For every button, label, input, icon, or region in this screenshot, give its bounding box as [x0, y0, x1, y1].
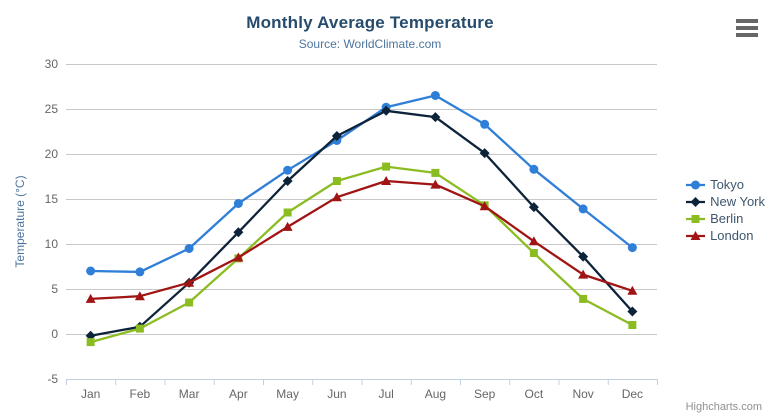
point-tokyo[interactable] [283, 165, 293, 175]
point-berlin[interactable] [431, 168, 440, 177]
chart-subtitle: Source: WorldClimate.com [298, 37, 442, 51]
point-new-york[interactable] [381, 105, 392, 116]
point-new-york[interactable] [331, 131, 342, 141]
point-tokyo[interactable] [627, 243, 637, 253]
point-berlin[interactable] [185, 298, 194, 307]
point-new-york[interactable] [578, 251, 589, 262]
x-axis-label: Feb [130, 387, 151, 401]
point-berlin[interactable] [529, 249, 538, 257]
circle-marker-glyph [691, 180, 701, 189]
point-london[interactable] [381, 176, 392, 185]
x-axis-label: Jan [81, 387, 100, 401]
point-london[interactable] [627, 285, 638, 295]
y-axis-label: 20 [45, 147, 59, 161]
triangle-marker-icon [686, 230, 706, 240]
y-axis-label: 30 [45, 57, 59, 71]
point-new-york[interactable] [627, 306, 638, 317]
point-berlin[interactable] [579, 294, 588, 303]
square-marker-icon [686, 214, 706, 223]
point-tokyo[interactable] [578, 204, 588, 214]
y-axis-label: 15 [45, 192, 59, 206]
hamburger-icon [736, 19, 758, 37]
x-axis-label: Jul [378, 387, 393, 401]
highcharts-credit-link[interactable]: Highcharts.com [685, 401, 762, 413]
legend-label: New York [710, 194, 765, 209]
point-new-york[interactable] [479, 148, 490, 159]
x-axis-label: Aug [425, 387, 446, 401]
x-axis-label: Jun [327, 387, 346, 401]
legend-item-new-york[interactable]: New York [686, 193, 765, 210]
point-london[interactable] [430, 179, 441, 189]
point-new-york[interactable] [528, 202, 539, 213]
x-axis-label: May [276, 387, 299, 401]
diamond-marker-glyph [690, 196, 701, 207]
series-line-new-york [89, 109, 634, 337]
point-london[interactable] [134, 291, 145, 301]
point-london[interactable] [331, 192, 342, 202]
legend-label: Berlin [710, 211, 744, 226]
point-london[interactable] [184, 277, 195, 287]
point-berlin[interactable] [628, 321, 637, 329]
point-tokyo[interactable] [233, 199, 243, 208]
point-london[interactable] [233, 252, 244, 262]
x-axis-label: Dec [622, 387, 643, 401]
point-berlin[interactable] [332, 177, 341, 185]
x-axis-label: Sep [474, 387, 496, 401]
point-london[interactable] [528, 236, 539, 246]
series-line-tokyo [89, 94, 634, 274]
point-new-york[interactable] [282, 176, 293, 186]
diamond-marker-icon [686, 196, 706, 207]
legend-label: London [710, 228, 754, 243]
y-axis-title: Temperature (°C) [13, 175, 27, 267]
legend: Tokyo New York Berlin London [686, 176, 765, 244]
point-tokyo[interactable] [135, 267, 145, 277]
point-tokyo[interactable] [430, 91, 440, 100]
legend-item-berlin[interactable]: Berlin [686, 210, 765, 227]
point-london[interactable] [282, 221, 293, 231]
point-tokyo[interactable] [480, 119, 490, 129]
chart-title: Monthly Average Temperature [246, 13, 494, 32]
point-london[interactable] [85, 293, 96, 303]
point-london[interactable] [479, 201, 490, 211]
point-new-york[interactable] [233, 227, 244, 238]
point-berlin[interactable] [382, 162, 391, 171]
point-tokyo[interactable] [86, 266, 96, 276]
series-line-london [89, 179, 634, 301]
export-menu-button[interactable] [736, 19, 758, 37]
point-berlin[interactable] [135, 324, 144, 333]
series-line-berlin [89, 165, 634, 344]
point-berlin[interactable] [283, 208, 292, 217]
legend-item-london[interactable]: London [686, 227, 765, 244]
y-axis-label: 0 [51, 327, 58, 341]
point-london[interactable] [578, 269, 589, 279]
y-axis-label: 25 [45, 102, 59, 116]
point-berlin[interactable] [86, 338, 95, 347]
circle-marker-icon [686, 180, 706, 189]
x-axis-label: Mar [179, 387, 200, 401]
square-marker-glyph [691, 214, 700, 223]
x-axis-label: Nov [572, 387, 593, 401]
x-axis-label: Oct [525, 387, 544, 401]
y-axis-label: -5 [47, 372, 58, 386]
point-tokyo[interactable] [529, 164, 539, 174]
y-axis-label: 5 [51, 282, 58, 296]
legend-label: Tokyo [710, 177, 745, 192]
legend-item-tokyo[interactable]: Tokyo [686, 176, 765, 193]
triangle-marker-glyph [690, 230, 701, 240]
y-axis-label: 10 [45, 237, 59, 251]
point-tokyo[interactable] [184, 244, 194, 253]
point-new-york[interactable] [430, 112, 441, 123]
x-axis-label: Apr [229, 387, 248, 401]
